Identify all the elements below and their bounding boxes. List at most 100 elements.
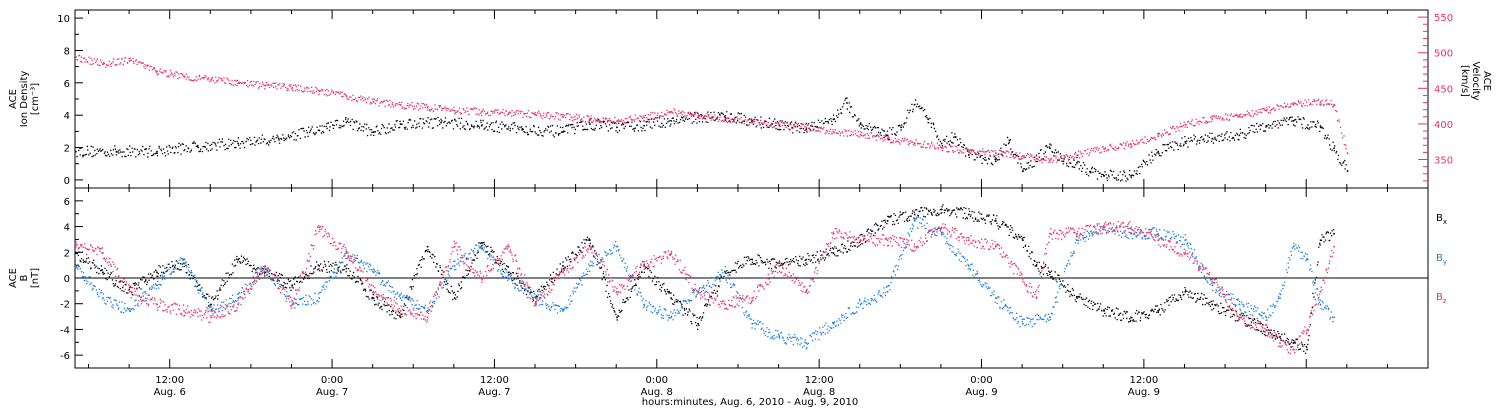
bx-series-point-43 — [1211, 303, 1214, 306]
by-series — [75, 216, 1335, 350]
bz-series-point-38 — [1076, 233, 1078, 235]
density-series-point-21 — [778, 124, 781, 127]
bz-series-point-9 — [318, 226, 321, 229]
top-right-ylabel-line-2: [km/s] — [1459, 65, 1470, 97]
bx-series-point-18 — [562, 265, 564, 267]
density-series-point-25 — [859, 123, 862, 125]
bx-series-point-36 — [1035, 265, 1038, 267]
velocity-series-point-17 — [535, 114, 537, 116]
by-series-point-41 — [1184, 239, 1187, 241]
density-series-point-48 — [1319, 126, 1322, 129]
bx-series-point-48 — [1306, 348, 1308, 351]
xtick-time-6: 12:00 — [1129, 375, 1158, 386]
density-series — [75, 97, 1349, 182]
velocity-series-point-44 — [1238, 115, 1241, 117]
density-series-point-23 — [832, 118, 835, 120]
xtick-time-3: 0:00 — [646, 375, 668, 386]
by-series-scatter — [75, 216, 1334, 350]
bx-series-point-12 — [399, 316, 402, 319]
density-series-point-13 — [562, 131, 564, 133]
bx-series-point-31 — [913, 213, 916, 216]
bz-series-point-0 — [75, 245, 77, 248]
density-series-point-22 — [805, 128, 808, 130]
velocity-series-point-32 — [940, 146, 943, 149]
top-ylabel-line-0: ACE — [8, 89, 19, 109]
velocity-series-point-36 — [1035, 158, 1038, 160]
legend-by-sub: y — [1443, 258, 1447, 266]
by-series-point-37 — [1076, 239, 1078, 241]
bx-series-point-39 — [1103, 310, 1105, 312]
bz-series-point-33 — [968, 239, 970, 241]
velocity-series — [75, 54, 1349, 164]
bx-series-point-33 — [968, 213, 970, 216]
by-series-point-17 — [535, 297, 537, 299]
top-ytick-label-3: 6 — [64, 79, 70, 90]
bx-series — [75, 204, 1335, 354]
legend-bx: Bx — [1436, 213, 1447, 226]
density-series-point-0 — [75, 150, 77, 153]
bx-series-point-42 — [1184, 290, 1187, 293]
bz-series-point-40 — [1130, 226, 1132, 229]
top-right-ylabel-line-1: Velocity — [1470, 61, 1481, 100]
velocity-series-point-4 — [183, 75, 185, 78]
bz-series-point-32 — [940, 226, 943, 229]
bottom-ytick-label-0: -6 — [60, 351, 70, 362]
density-series-point-1 — [115, 150, 118, 153]
by-series-point-47 — [1306, 258, 1308, 261]
xtick-date-2: Aug. 7 — [478, 387, 510, 398]
by-series-point-35 — [1022, 323, 1024, 325]
by-series-point-15 — [480, 245, 483, 248]
density-series-point-38 — [1076, 162, 1078, 164]
bx-series-point-34 — [995, 220, 997, 222]
bz-series — [75, 221, 1335, 355]
by-series-point-18 — [562, 310, 564, 312]
velocity-series-point-47 — [1319, 101, 1322, 103]
velocity-series-point-7 — [264, 84, 266, 87]
bx-series-point-50 — [1333, 233, 1335, 235]
by-series-point-9 — [318, 297, 321, 299]
top-right-tick-label-4: 550 — [1434, 13, 1453, 24]
bx-series-point-14 — [453, 297, 456, 299]
bz-series-point-31 — [913, 245, 916, 248]
bottom-ytick-label-4: 2 — [64, 248, 70, 259]
density-series-point-34 — [1008, 139, 1011, 142]
bx-series-point-6 — [237, 258, 239, 261]
bz-series-point-17 — [535, 303, 537, 306]
density-series-point-36 — [1049, 147, 1051, 150]
by-series-point-24 — [724, 271, 726, 274]
xtick-date-3: Aug. 8 — [641, 387, 673, 398]
top-ylabel-line-2: [cm⁻³] — [30, 83, 41, 115]
xtick-date-6: Aug. 9 — [1128, 387, 1160, 398]
xtick-time-4: 12:00 — [805, 375, 834, 386]
bz-series-point-16 — [508, 245, 510, 248]
bz-series-point-11 — [372, 290, 375, 293]
density-series-point-39 — [1089, 171, 1092, 174]
velocity-series-point-3 — [156, 70, 158, 73]
velocity-series-point-8 — [291, 86, 294, 89]
density-series-point-24 — [846, 102, 848, 104]
by-series-point-22 — [670, 316, 672, 319]
bz-series-point-8 — [291, 303, 294, 306]
bx-series-point-15 — [480, 242, 483, 244]
bottom-ytick-label-6: 6 — [64, 197, 70, 208]
xtick-date-5: Aug. 9 — [965, 387, 997, 398]
bx-series-point-30 — [886, 220, 889, 222]
velocity-series-point-23 — [697, 115, 699, 117]
velocity-series-point-46 — [1292, 104, 1295, 106]
density-series-point-43 — [1184, 141, 1187, 143]
bz-series-point-5 — [210, 316, 212, 319]
velocity-series-point-11 — [372, 101, 375, 103]
by-series-point-11 — [372, 271, 375, 274]
bx-series-point-9 — [318, 265, 321, 267]
top-ylabel-line-1: Ion Density — [19, 71, 30, 128]
legend-bz: Bz — [1436, 292, 1447, 305]
bz-series-point-30 — [886, 239, 889, 241]
density-series-point-30 — [940, 142, 943, 145]
bx-series-point-10 — [345, 267, 348, 270]
density-series-point-44 — [1211, 137, 1214, 140]
bz-series-point-22 — [670, 252, 672, 254]
density-series-point-16 — [643, 124, 645, 127]
velocity-series-point-24 — [724, 118, 726, 120]
